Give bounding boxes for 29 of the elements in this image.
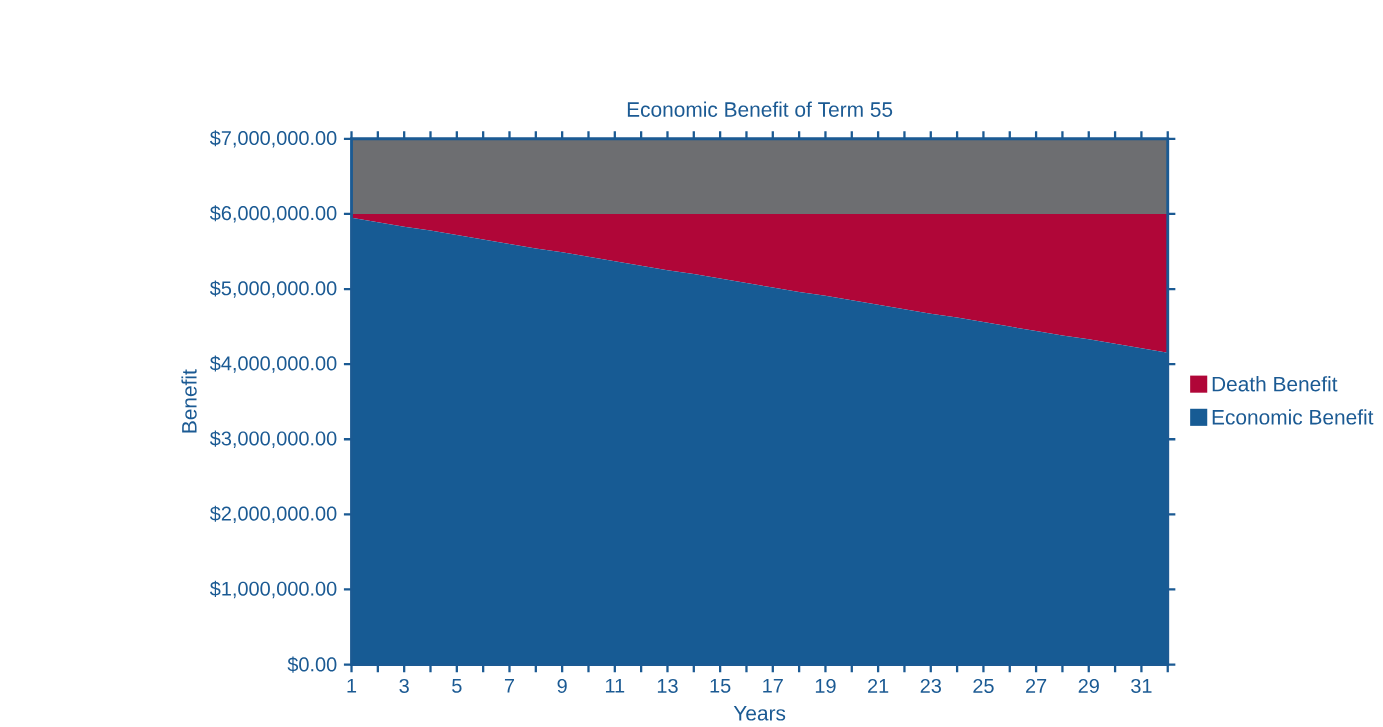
x-tick-label: 29: [1078, 678, 1099, 694]
y-tick-label: $6,000,000.00: [209, 205, 337, 223]
y-tick-label: $0.00: [287, 656, 337, 673]
legend-label: Death Benefit: [1212, 376, 1338, 392]
x-tick-label: 21: [868, 678, 889, 693]
x-tick-label: 31: [1131, 678, 1152, 694]
y-tick-label: $4,000,000.00: [209, 355, 337, 373]
x-tick-label: 5: [452, 678, 462, 693]
x-tick-label: 9: [557, 678, 567, 694]
x-tick-label: 7: [504, 678, 515, 693]
x-axis-title: Years: [733, 706, 786, 721]
y-axis-title: Benefit: [181, 369, 197, 433]
x-tick-label: 27: [1026, 678, 1047, 693]
legend-label: Economic Benefit: [1212, 409, 1374, 425]
x-tick-label: 25: [973, 678, 994, 694]
y-tick-label: $7,000,000.00: [209, 130, 337, 148]
chart-title: Economic Benefit of Term 55: [627, 101, 893, 117]
y-tick-label: $1,000,000.00: [209, 580, 337, 599]
x-tick-label: 13: [657, 678, 678, 694]
x-tick-label: 11: [605, 678, 625, 693]
y-tick-label: $2,000,000.00: [209, 505, 337, 524]
x-tick-label: 3: [399, 678, 409, 694]
x-tick-label: 17: [763, 678, 783, 693]
y-tick-label: $5,000,000.00: [209, 280, 337, 298]
y-tick-label: $3,000,000.00: [209, 430, 337, 448]
x-tick-label: 19: [815, 678, 836, 694]
x-tick-label: 15: [710, 678, 731, 693]
x-tick-label: 23: [920, 678, 941, 694]
x-tick-label: 1: [347, 678, 357, 693]
